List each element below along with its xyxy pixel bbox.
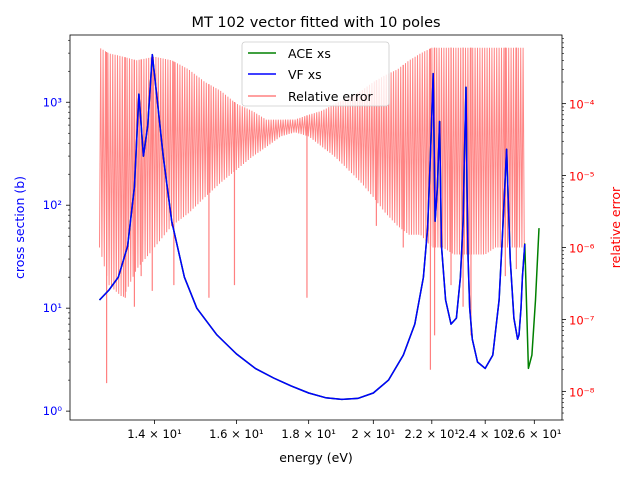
relative-error-line (99, 47, 525, 297)
x-axis-label: energy (eV) (279, 450, 353, 465)
vf-xs-line (98, 53, 526, 401)
y-right-tick-label: 10⁻⁴ (569, 98, 595, 112)
y-right-tick-label: 10⁻⁵ (569, 170, 595, 184)
y-left-tick-label: 10⁰ (43, 404, 63, 418)
x-axis: 1.4 × 10¹ 1.6 × 10¹ 1.8 × 10¹ 2 × 10¹ 2.2 × … (127, 420, 562, 441)
cross-section-layer (98, 53, 540, 401)
x-tick-label: 1.8 × 10¹ (281, 427, 335, 441)
legend-label-vf-xs: VF xs (288, 67, 322, 82)
x-tick-label: 2.6 × 10¹ (507, 427, 561, 441)
y-left-tick-label: 10³ (43, 95, 63, 109)
y-axis-right: 10⁻⁸ 10⁻⁷ 10⁻⁶ 10⁻⁵ 10⁻⁴ (562, 38, 595, 421)
legend-label-relative-error: Relative error (288, 89, 374, 104)
legend: ACE xs VF xs Relative error (241, 41, 390, 107)
x-tick-label: 1.4 × 10¹ (127, 427, 181, 441)
y-left-tick-label: 10² (43, 198, 62, 212)
chart-title: MT 102 vector fitted with 10 poles (191, 15, 440, 31)
x-tick-label: 2.4 × 10¹ (458, 427, 512, 441)
y-right-tick-label: 10⁻⁶ (569, 242, 595, 256)
y-left-tick-label: 10¹ (43, 301, 62, 315)
y-axis-left-label: cross section (b) (12, 176, 27, 279)
y-axis-right-label: relative error (608, 186, 623, 268)
y-right-tick-label: 10⁻⁷ (569, 313, 595, 327)
legend-label-ace-xs: ACE xs (288, 46, 331, 61)
y-right-tick-label: 10⁻⁸ (569, 385, 595, 399)
plot-area (69, 34, 563, 421)
plot-frame (69, 34, 563, 421)
x-tick-label: 2.2 × 10¹ (405, 427, 459, 441)
x-tick-label: 2 × 10¹ (352, 427, 396, 441)
legend-box (241, 41, 390, 107)
y-axis-left: 10⁰ 10¹ 10² 10³ (43, 39, 70, 418)
x-tick-label: 1.6 × 10¹ (209, 427, 263, 441)
